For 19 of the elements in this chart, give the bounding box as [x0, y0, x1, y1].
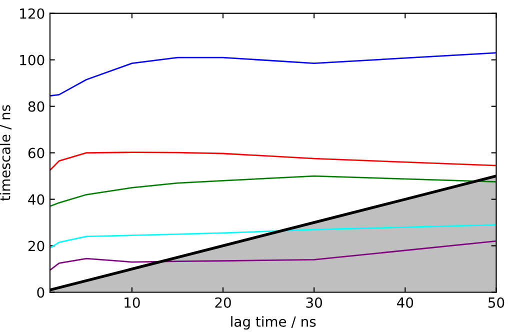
line-series	[50, 175, 496, 207]
x-tick-label: 30	[306, 297, 322, 308]
x-tick-label: 40	[397, 297, 414, 308]
y-tick-label: 100	[20, 54, 44, 66]
y-tick-label: 0	[37, 287, 44, 298]
line-series	[50, 52, 496, 97]
y-tick-label: 120	[20, 8, 44, 19]
y-tick-label: 20	[28, 240, 44, 252]
y-tick-label: 40	[28, 194, 44, 205]
line-series	[50, 224, 496, 249]
x-tick-label: 50	[488, 297, 504, 308]
y-tick-label: 80	[28, 101, 44, 112]
line-series	[50, 152, 496, 171]
y-axis-title: timescale / ns	[0, 105, 12, 201]
x-tick-label: 10	[124, 297, 140, 308]
x-tick-label: 20	[215, 297, 231, 308]
y-tick-label: 60	[28, 148, 44, 158]
line-series	[50, 240, 496, 271]
x-axis-title: lag time / ns	[231, 316, 316, 330]
